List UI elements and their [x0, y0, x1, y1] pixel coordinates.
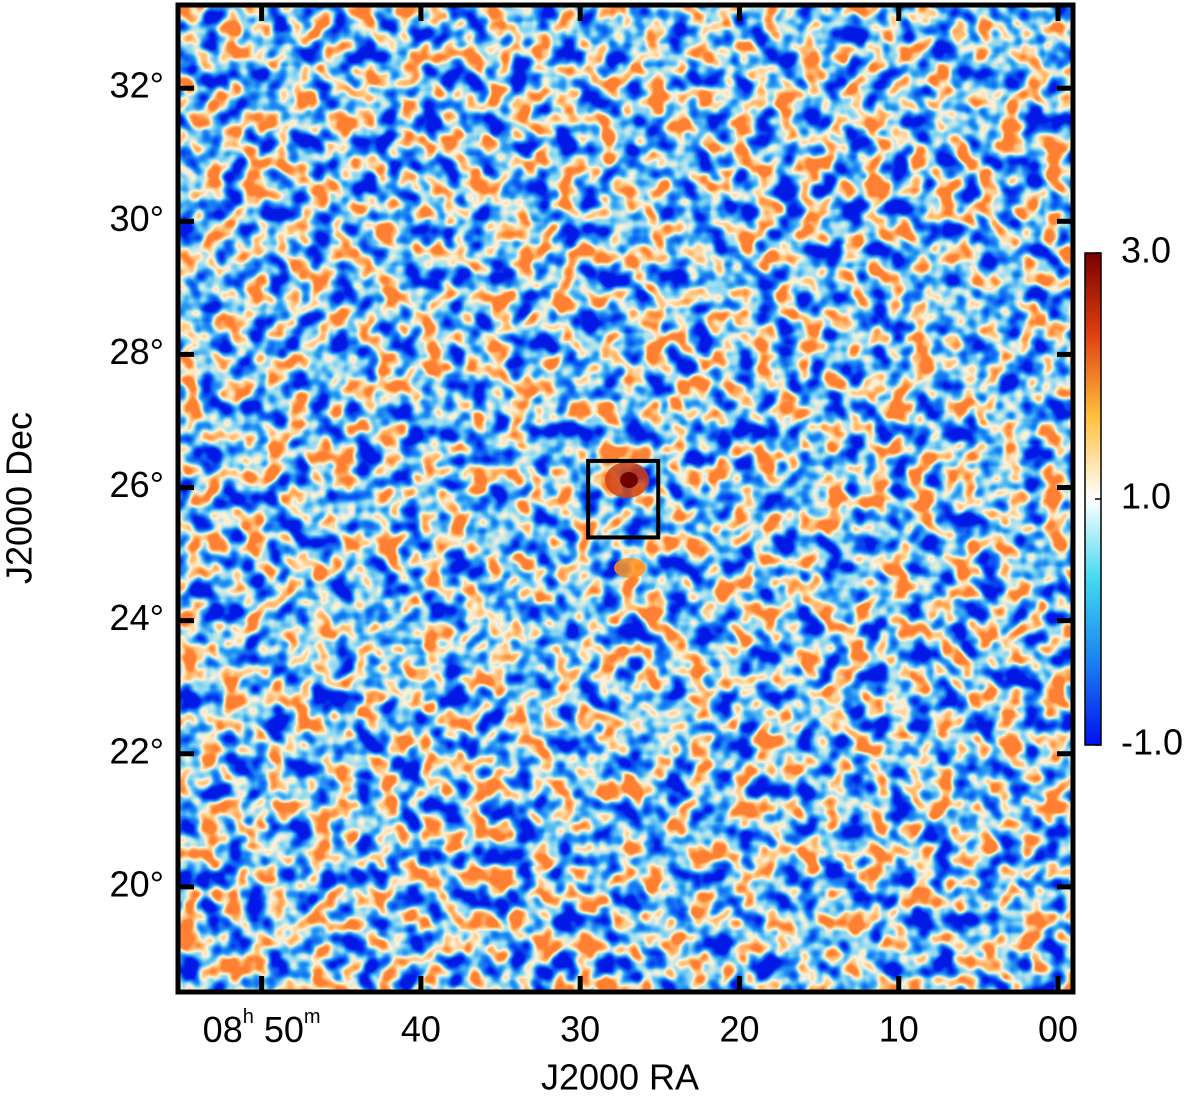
y-tick-label: 32°	[110, 65, 164, 106]
region-box	[586, 458, 661, 540]
plot-frame	[175, 2, 1076, 995]
x-tick-label: 30	[560, 1009, 600, 1050]
y-tick-label: 20°	[110, 863, 164, 904]
x-axis-label: J2000 RA	[541, 1057, 699, 1098]
x-tick-label: 08h 50m	[203, 1006, 321, 1049]
sky-noise	[178, 5, 1073, 992]
y-tick-label: 24°	[110, 597, 164, 638]
colorbar-tick-label: -1.0	[1121, 722, 1183, 763]
y-tick-label: 28°	[110, 331, 164, 372]
source	[614, 558, 646, 578]
x-tick-label: 00	[1038, 1009, 1078, 1050]
y-tick-label: 30°	[110, 198, 164, 239]
x-tick-label: 10	[879, 1009, 919, 1050]
y-tick-label: 26°	[110, 464, 164, 505]
sky-map	[178, 5, 1073, 992]
y-axis-label: J2000 Dec	[0, 412, 40, 584]
source-peak	[620, 472, 638, 488]
colorbar-tick-label: 3.0	[1121, 230, 1171, 271]
x-tick-label: 20	[719, 1009, 759, 1050]
y-tick-label: 22°	[110, 730, 164, 771]
x-tick-label: 40	[401, 1009, 441, 1050]
colorbar-tick-label: 1.0	[1121, 476, 1171, 517]
